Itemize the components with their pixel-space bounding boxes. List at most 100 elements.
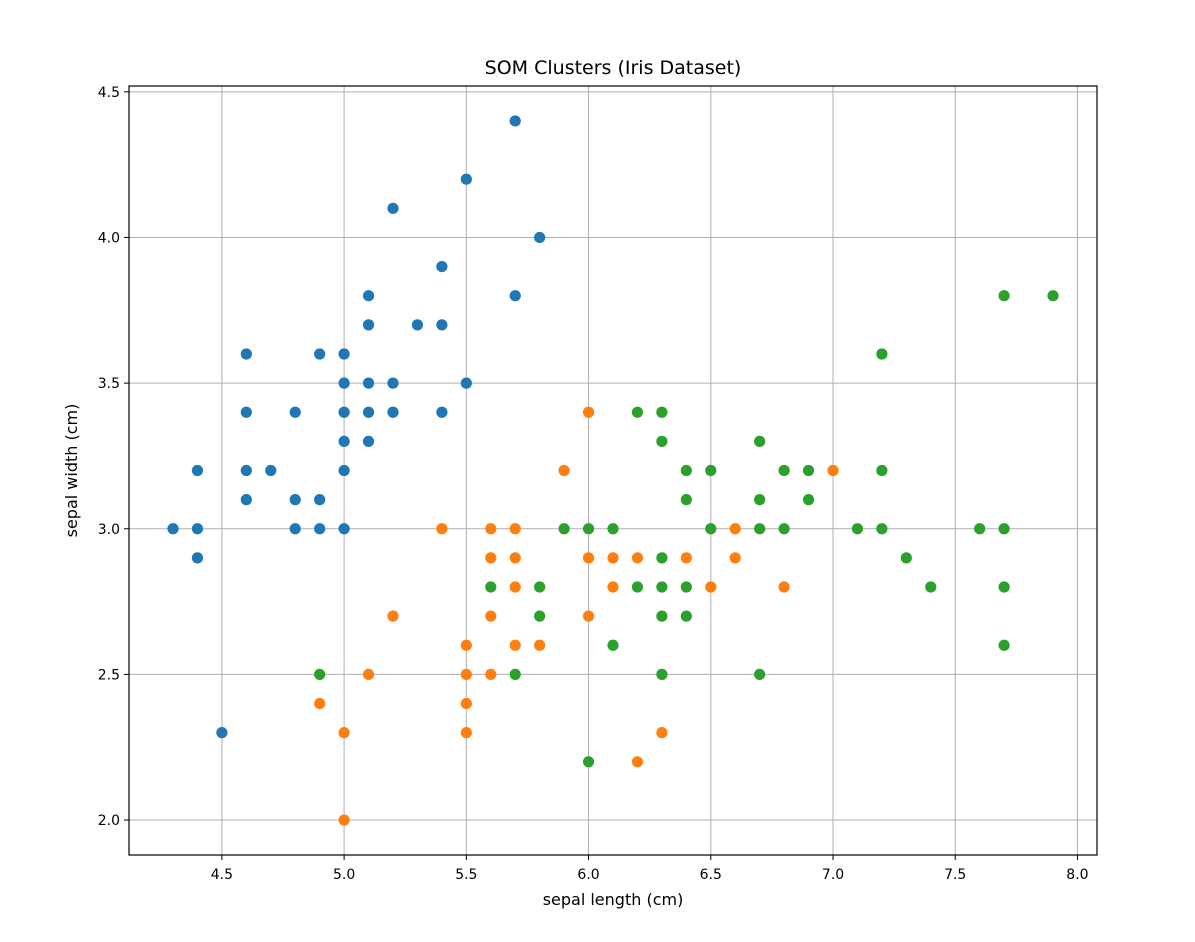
data-point-cluster-0 [314, 348, 326, 360]
data-point-cluster-0 [191, 464, 204, 477]
data-point-cluster-2 [582, 756, 595, 768]
data-point-cluster-1 [607, 552, 619, 564]
data-point-cluster-1 [534, 639, 546, 651]
data-point-cluster-2 [998, 523, 1010, 535]
data-point-cluster-0 [411, 319, 424, 331]
data-point-cluster-2 [754, 435, 766, 447]
data-point-cluster-0 [436, 260, 448, 273]
data-point-cluster-2 [851, 523, 864, 535]
data-point-cluster-0 [240, 348, 252, 360]
data-point-cluster-0 [338, 464, 350, 477]
data-point-cluster-1 [509, 552, 521, 564]
data-point-cluster-2 [314, 668, 326, 681]
data-point-cluster-2 [656, 406, 668, 418]
data-point-cluster-0 [387, 406, 399, 418]
data-point-cluster-1 [460, 697, 472, 710]
data-point-cluster-1 [509, 639, 521, 651]
data-point-cluster-1 [338, 727, 350, 739]
data-point-cluster-2 [998, 581, 1010, 593]
data-point-cluster-0 [240, 464, 252, 477]
data-point-cluster-2 [876, 348, 888, 360]
x-tick-label: 6.5 [700, 867, 722, 883]
data-point-cluster-2 [778, 464, 790, 477]
y-axis-label: sepal width (cm) [62, 404, 81, 538]
data-point-cluster-0 [191, 552, 204, 564]
data-point-cluster-0 [338, 377, 350, 389]
data-point-cluster-0 [191, 523, 204, 535]
x-tick-label: 5.0 [333, 867, 355, 883]
data-point-cluster-0 [314, 494, 326, 506]
data-point-cluster-0 [362, 290, 375, 302]
data-point-cluster-1 [460, 639, 472, 651]
data-point-cluster-2 [607, 523, 619, 535]
x-tick-label: 7.5 [944, 867, 966, 883]
data-point-cluster-2 [656, 668, 668, 681]
y-tick-label: 3.0 [98, 522, 120, 538]
data-point-cluster-2 [778, 523, 790, 535]
data-point-cluster-2 [656, 610, 668, 622]
data-point-cluster-2 [876, 523, 888, 535]
data-point-cluster-1 [631, 552, 644, 564]
data-point-cluster-0 [338, 435, 350, 447]
data-point-cluster-1 [387, 610, 399, 622]
data-point-cluster-2 [998, 639, 1010, 651]
data-point-cluster-0 [534, 231, 546, 244]
x-axis-label: sepal length (cm) [543, 890, 684, 909]
data-point-cluster-2 [680, 581, 692, 593]
x-tick-label: 7.0 [822, 867, 844, 883]
data-point-cluster-1 [558, 464, 570, 477]
data-point-cluster-0 [216, 727, 228, 739]
data-point-cluster-0 [362, 319, 375, 331]
data-point-cluster-2 [705, 523, 717, 535]
data-point-cluster-2 [534, 581, 546, 593]
data-point-cluster-2 [656, 435, 668, 447]
data-point-cluster-0 [240, 494, 252, 506]
data-point-cluster-2 [998, 290, 1010, 302]
data-point-cluster-1 [778, 581, 790, 593]
data-point-cluster-2 [900, 552, 912, 564]
y-tick-label: 4.0 [98, 230, 120, 246]
data-point-cluster-2 [680, 494, 692, 506]
data-point-cluster-0 [362, 435, 375, 447]
data-point-cluster-1 [485, 523, 497, 535]
data-point-cluster-1 [827, 464, 839, 477]
data-point-cluster-2 [925, 581, 937, 593]
y-tick-label: 2.5 [98, 667, 120, 683]
data-point-cluster-1 [460, 727, 472, 739]
data-point-cluster-2 [656, 552, 668, 564]
data-point-cluster-1 [705, 581, 717, 593]
data-point-cluster-2 [802, 494, 815, 506]
data-point-cluster-1 [656, 727, 668, 739]
axis-ticks: 4.5 5.0 5.5 6.0 6.5 7.0 7.5 8.0 2.0 2.5 3.0 3.5 4.0 4… [98, 85, 1089, 883]
data-point-cluster-0 [314, 523, 326, 535]
data-point-cluster-1 [582, 610, 595, 622]
data-point-cluster-2 [754, 494, 766, 506]
data-point-cluster-0 [387, 202, 399, 214]
data-point-cluster-2 [509, 668, 521, 681]
data-point-cluster-1 [729, 523, 741, 535]
data-point-cluster-0 [436, 319, 448, 331]
data-point-cluster-2 [680, 464, 692, 477]
data-point-cluster-1 [582, 552, 595, 564]
data-point-cluster-2 [680, 610, 692, 622]
data-point-cluster-2 [705, 464, 717, 477]
data-point-cluster-1 [582, 406, 595, 418]
data-point-cluster-1 [338, 814, 350, 826]
x-tick-label: 6.0 [577, 867, 599, 883]
data-point-cluster-0 [362, 406, 375, 418]
data-point-cluster-1 [485, 552, 497, 564]
data-point-cluster-0 [460, 173, 472, 185]
data-point-cluster-1 [485, 610, 497, 622]
x-tick-label: 8.0 [1066, 867, 1088, 883]
data-point-cluster-0 [509, 290, 521, 302]
data-point-cluster-2 [534, 610, 546, 622]
data-point-cluster-2 [485, 581, 497, 593]
data-point-cluster-0 [460, 377, 472, 389]
data-point-cluster-1 [509, 581, 521, 593]
data-point-cluster-1 [680, 552, 692, 564]
data-points [167, 115, 1059, 826]
x-tick-label: 4.5 [211, 867, 233, 883]
data-point-cluster-2 [631, 406, 644, 418]
